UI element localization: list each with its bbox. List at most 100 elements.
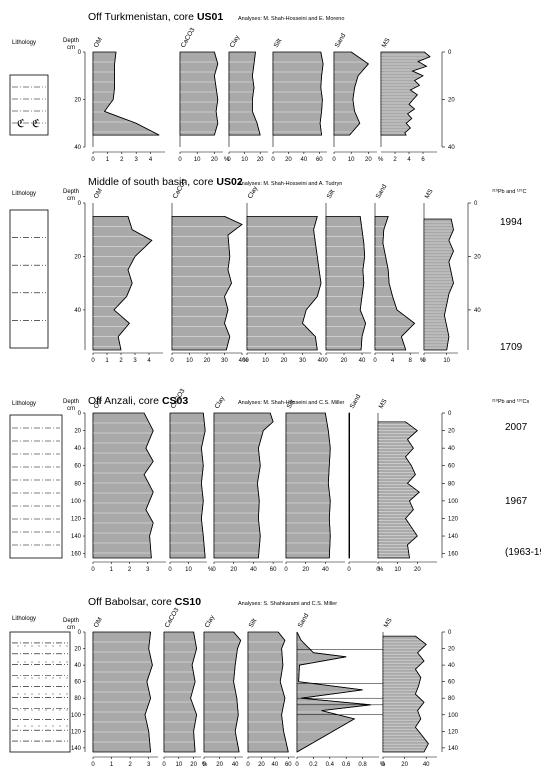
profile-silt	[247, 631, 289, 753]
column-sand: Sand 0 0.2 0.4 0.6 0.8%	[295, 612, 386, 768]
depth-label: Depth	[63, 38, 79, 44]
column-sand: Sand 0 4 8%	[373, 183, 426, 364]
sand-dot	[38, 661, 40, 663]
x-tick-label: 20	[302, 567, 309, 573]
x-tick-label: 40	[359, 358, 366, 364]
depth-label: Depth	[63, 189, 79, 195]
sand-dot	[17, 693, 19, 695]
depth-tick-label: 0	[78, 630, 82, 636]
x-tick-label: 0.4	[326, 762, 335, 768]
x-tick-label: 20	[258, 762, 265, 768]
sand-dot	[17, 645, 19, 647]
lithology-column	[9, 414, 63, 559]
core-panel-cs10: Off Babolsar, core CS10 Analyses: S. Shah…	[9, 596, 459, 768]
sand-dot	[38, 645, 40, 647]
depth-tick-label: 60	[74, 680, 81, 686]
dating-label: 1709	[500, 342, 523, 353]
right-depth-tick-label: 20	[474, 254, 481, 260]
core-panel-us01: Off Turkmenistan, core US01 Analyses: M. …	[9, 11, 455, 163]
x-tick-label: 30	[299, 358, 306, 364]
right-depth-tick-label: 0	[448, 50, 452, 56]
x-tick-label: 20	[285, 157, 292, 163]
right-depth-tick-label: 60	[448, 680, 455, 686]
analyses-credit: Analyses: M. Shah-Hosseini and E. Moreno	[238, 16, 344, 22]
column-ms: MS 0 20 40	[381, 616, 437, 768]
depth-tick-label: 20	[74, 98, 81, 104]
profile-outline	[414, 635, 429, 753]
right-depth-tick-label: 140	[448, 534, 459, 540]
right-depth-tick-label: 0	[448, 411, 452, 417]
profile-clay	[213, 412, 274, 559]
column-header: Sand	[349, 393, 363, 410]
lithology-column	[9, 209, 49, 349]
profile-outline	[404, 421, 420, 559]
x-unit-label: %	[380, 762, 386, 768]
x-tick-label: 0	[332, 157, 336, 163]
x-tick-label: 0	[212, 567, 216, 573]
right-depth-tick-label: 60	[448, 464, 455, 470]
depth-tick-label: 40	[74, 145, 81, 151]
dating-header: ²¹⁰Pb and ¹³⁷C	[492, 188, 526, 195]
right-depth-tick-label: 100	[448, 713, 459, 719]
x-tick-label: 0	[202, 762, 206, 768]
dating-header: ²¹⁰Pb and ¹³⁷Cs	[492, 398, 529, 405]
dating-label: 2007	[505, 422, 528, 433]
profile-outline	[251, 51, 261, 136]
sand-dot	[38, 709, 40, 711]
x-tick-label: 0	[324, 358, 328, 364]
depth-tick-label: 40	[74, 663, 81, 669]
sand-dot	[59, 677, 61, 679]
dating-label: (1963-1930)	[505, 547, 541, 558]
core-panel-us02: Middle of south basin, core US02Analyses…	[9, 176, 526, 364]
column-header: MS	[378, 397, 389, 410]
x-tick-label: 4	[149, 157, 153, 163]
x-tick-label: 40	[301, 157, 308, 163]
x-tick-label: 2	[128, 567, 132, 573]
sand-dot	[17, 709, 19, 711]
shell-symbol: ℭ	[17, 118, 25, 130]
column-silt: Silt 0 20 40 60	[246, 618, 295, 768]
x-tick-label: 20	[401, 762, 408, 768]
depth-tick-label: 0	[78, 411, 82, 417]
column-header: OM	[93, 36, 104, 49]
profile-outline	[233, 631, 242, 753]
column-clay: Clay 0 20 40 60	[212, 395, 283, 573]
x-tick-label: 0	[295, 762, 299, 768]
column-om: OM 0 1 2 3 4	[91, 187, 163, 364]
x-tick-label: 4	[147, 358, 151, 364]
depth-tick-label: 40	[74, 308, 81, 314]
profile-outline	[103, 51, 160, 136]
x-tick-label: 10	[241, 157, 248, 163]
right-depth-tick-label: 20	[448, 429, 455, 435]
column-header: MS	[381, 36, 392, 49]
right-depth-tick-label: 140	[448, 746, 459, 752]
sand-dot	[66, 645, 68, 647]
column-caco3: CaCO3 0 10 20%	[178, 26, 230, 163]
sand-dot	[59, 725, 61, 727]
x-tick-label: 40	[318, 358, 325, 364]
depth-tick-label: 60	[74, 464, 81, 470]
profile-outline	[296, 631, 371, 753]
depth-tick-label: 20	[74, 254, 81, 260]
depth-tick-label: 20	[74, 647, 81, 653]
profile-outline	[213, 51, 219, 136]
sand-dot	[17, 661, 19, 663]
x-tick-label: 10	[194, 157, 201, 163]
x-tick-label: 0	[284, 567, 288, 573]
profile-outline	[277, 631, 289, 753]
column-header: CaCO3	[180, 26, 197, 49]
x-tick-label: 20	[365, 157, 372, 163]
profile-outline	[200, 412, 206, 559]
x-tick-label: 20	[230, 567, 237, 573]
column-header: OM	[93, 397, 104, 410]
depth-tick-label: 160	[71, 552, 82, 558]
x-tick-label: 10	[443, 358, 450, 364]
profile-om	[92, 631, 153, 753]
x-tick-label: 0	[245, 358, 249, 364]
profile-ms	[377, 421, 420, 559]
profile-outline	[319, 51, 324, 136]
sand-dot	[24, 645, 26, 647]
lithology-column	[9, 631, 71, 753]
